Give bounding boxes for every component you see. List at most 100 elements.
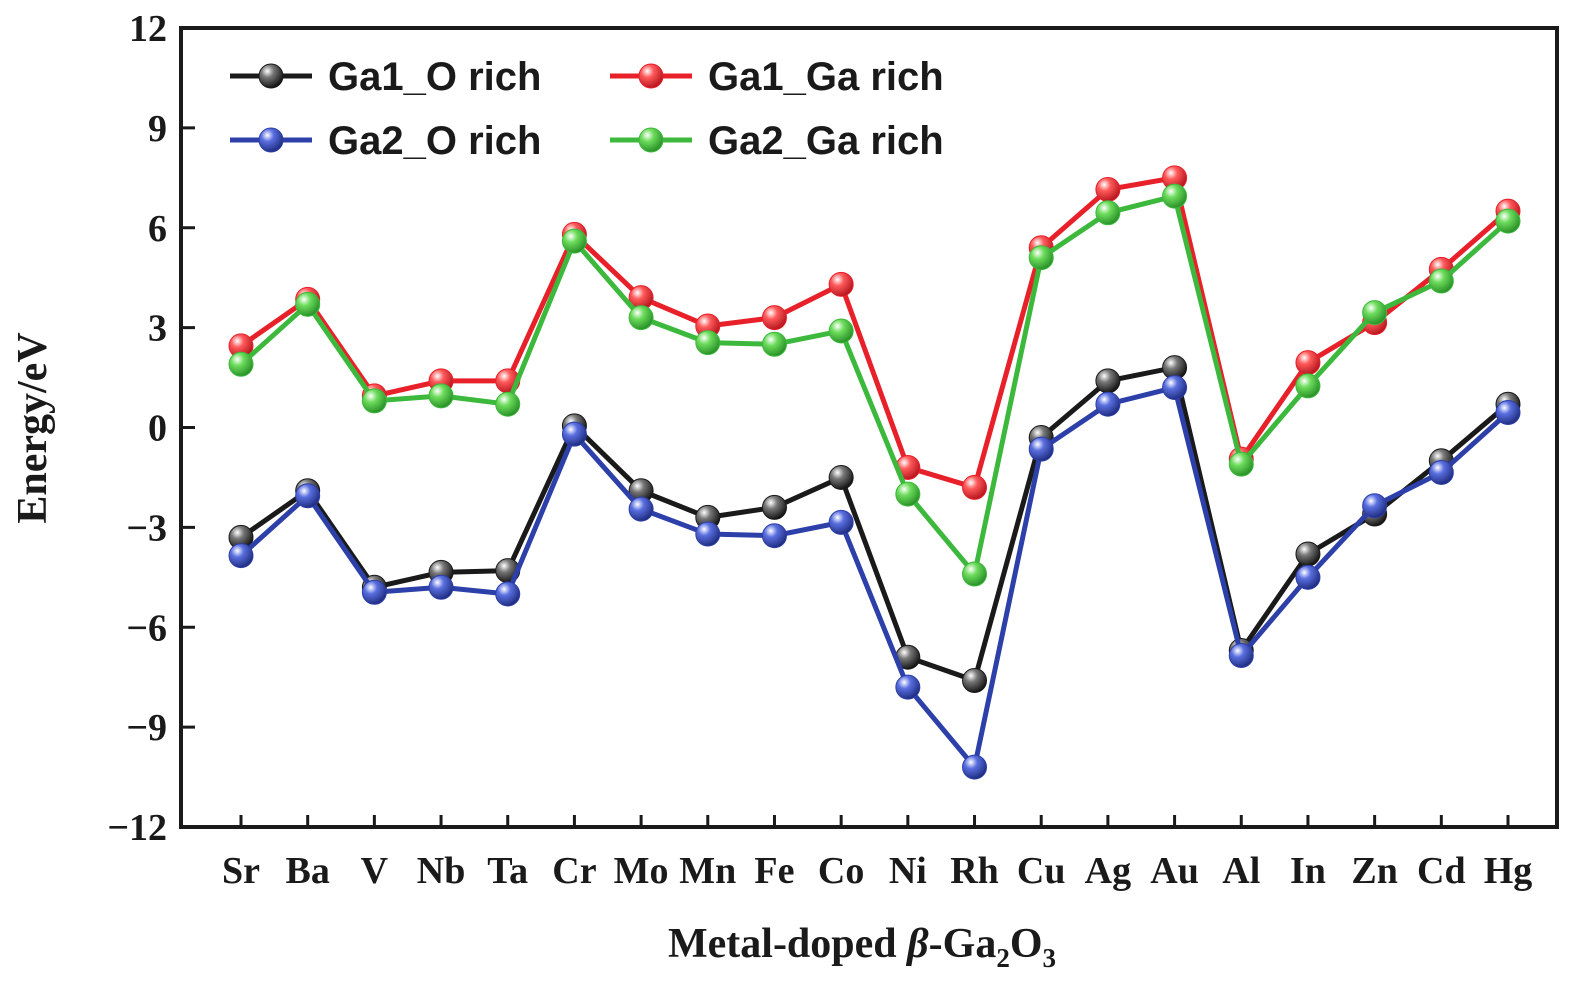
y-axis: 12 9 6 3 0 −3 −6 −9 −12 [107,8,195,849]
data-point [1228,643,1254,669]
y-tick-label: 9 [148,108,167,150]
legend-label: Ga1_O rich [328,55,541,99]
x-tick-label: Al [1222,850,1260,892]
data-point [962,668,988,694]
y-axis-title: Energy/eV [10,332,56,523]
data-point [1362,493,1388,519]
series-3 [228,375,1521,780]
y-tick-label: −3 [126,507,167,549]
x-axis-title-beta: β [905,921,929,967]
legend-marker [638,63,664,89]
data-point [1295,564,1321,590]
data-point [761,305,787,331]
data-point [561,228,587,254]
y-tick-label: 6 [148,208,167,250]
x-tick-label: Cd [1417,850,1466,892]
data-point [428,574,454,600]
data-point [628,496,654,522]
data-point [1095,368,1121,394]
data-point [895,674,921,700]
x-tick-label: Zn [1351,850,1397,892]
legend-marker [258,127,284,153]
data-point [561,421,587,447]
legend-marker [638,127,664,153]
x-axis-title-sub2: 3 [1043,943,1057,973]
x-axis-title-prefix: Metal-doped [668,921,907,967]
data-point [828,509,854,535]
data-point [1295,350,1321,376]
x-tick-label: Ba [286,850,330,892]
data-point [695,521,721,547]
data-point [228,351,254,377]
x-tick-label: Sr [222,850,260,892]
x-tick-label: Cr [552,850,596,892]
data-point [1095,200,1121,226]
legend-entry: Ga2_O rich [230,119,541,163]
x-tick-label: Au [1150,850,1199,892]
series-4 [228,183,1521,587]
data-point [1095,176,1121,202]
x-tick-label: Ag [1085,850,1131,892]
legend-label: Ga2_O rich [328,119,541,163]
x-axis-title: Metal-doped β-Ga2O3 [668,921,1056,973]
data-point [761,494,787,520]
data-point [228,543,254,569]
x-tick-label: Mn [679,850,736,892]
legend: Ga1_O rich Ga1_Ga rich Ga2_O rich Ga2_Ga ri… [230,55,944,163]
data-point [962,754,988,780]
data-point [1495,208,1521,234]
data-point [295,483,321,509]
data-point [828,318,854,344]
data-point [962,561,988,587]
legend-label: Ga1_Ga rich [708,55,944,99]
data-point [361,579,387,605]
x-tick-label: Fe [754,850,794,892]
x-tick-label: Mo [614,850,669,892]
data-point [1295,541,1321,567]
y-tick-label: −9 [126,707,167,749]
x-tick-label: Ni [889,850,927,892]
x-axis-title-oxygen: O [1010,921,1043,967]
y-tick-label: −6 [126,607,167,649]
series-layer [228,165,1521,780]
data-point [428,383,454,409]
data-point [1428,459,1454,485]
data-point [1028,245,1054,271]
data-point [761,523,787,549]
x-tick-label: V [361,850,389,892]
y-tick-label: 0 [148,408,167,450]
data-point [1162,183,1188,209]
legend-entry: Ga2_Ga rich [610,119,944,163]
data-point [828,464,854,490]
x-axis-title-formula: -Ga [929,921,997,967]
legend-marker [258,63,284,89]
data-point [962,474,988,500]
x-tick-label: Hg [1484,850,1533,892]
x-tick-label: Nb [417,850,466,892]
data-point [495,391,521,417]
data-point [628,305,654,331]
data-point [495,581,521,607]
y-tick-label: 3 [148,308,167,350]
data-point [1428,268,1454,294]
data-point [361,388,387,414]
data-point [1028,436,1054,462]
x-tick-label: Cu [1017,850,1066,892]
data-point [695,330,721,356]
series-2 [228,165,1521,500]
data-point [761,331,787,357]
data-point [895,481,921,507]
y-tick-label: −12 [107,807,167,849]
legend-entry: Ga1_Ga rich [610,55,944,99]
data-point [1228,451,1254,477]
x-tick-label: Rh [950,850,999,892]
data-point [1362,300,1388,326]
x-tick-label: In [1290,850,1326,892]
x-axis-title-sub1: 2 [996,943,1010,973]
data-point [1295,373,1321,399]
x-tick-label: Ta [487,850,528,892]
legend-label: Ga2_Ga rich [708,119,944,163]
data-point [295,291,321,317]
data-point [1495,400,1521,426]
